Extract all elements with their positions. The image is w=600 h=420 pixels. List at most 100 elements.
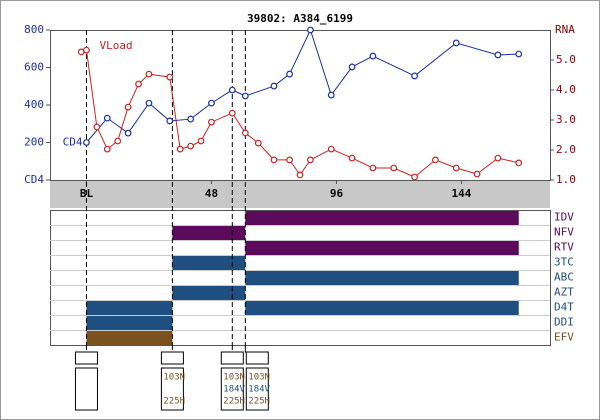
series-marker xyxy=(270,156,278,164)
y2-tick-label: 5.0 xyxy=(556,53,576,66)
series-marker xyxy=(166,117,174,125)
series-marker xyxy=(369,52,377,60)
y2-tick-label: 4.0 xyxy=(556,83,576,96)
genotype-tab xyxy=(74,351,98,365)
series-marker xyxy=(369,164,377,172)
series-marker xyxy=(432,156,439,164)
genotype-box xyxy=(74,367,98,411)
series-marker xyxy=(307,156,314,164)
series-marker xyxy=(145,99,153,107)
series-marker xyxy=(83,46,90,54)
drug-label: DDI xyxy=(554,316,574,329)
genotype-tab xyxy=(220,351,244,365)
series-marker xyxy=(241,92,249,100)
series-marker xyxy=(166,73,174,81)
mutation-label: 103N xyxy=(163,373,185,383)
x-tick-label: 48 xyxy=(205,187,218,200)
series-marker xyxy=(93,123,101,131)
series-marker xyxy=(83,139,90,146)
series-marker xyxy=(124,129,132,137)
y-tick-label: 400 xyxy=(24,98,44,111)
drug-bar xyxy=(245,301,519,315)
y2-tick-label: 1.0 xyxy=(556,173,576,186)
series-marker xyxy=(197,137,205,145)
series-marker xyxy=(452,39,460,47)
series-marker xyxy=(494,51,502,59)
series-marker xyxy=(254,139,262,147)
x-tick-label: 96 xyxy=(330,187,344,200)
drug-label: D4T xyxy=(554,301,574,314)
mutation-label: 225H xyxy=(248,397,270,407)
drug-bar xyxy=(86,331,173,345)
genotype-box xyxy=(220,367,244,411)
drug-label: NFV xyxy=(554,226,574,239)
series-marker xyxy=(473,170,481,178)
series-marker xyxy=(327,91,335,99)
series-marker xyxy=(452,164,460,172)
series-line xyxy=(81,49,519,178)
series-marker xyxy=(228,86,236,94)
mutation-label: 225H xyxy=(223,397,245,407)
y-tick-label: 600 xyxy=(24,61,44,74)
genotype-tab xyxy=(245,351,269,365)
x-axis-band xyxy=(50,180,550,208)
x-tick-label: 144 xyxy=(452,187,472,200)
series-marker xyxy=(208,118,215,126)
series-marker xyxy=(187,142,195,150)
genotype-box xyxy=(160,367,184,411)
series-marker xyxy=(348,154,356,162)
series-marker xyxy=(515,50,523,58)
drug-bar xyxy=(86,316,173,330)
series-marker xyxy=(176,145,184,153)
genotype-tab xyxy=(160,351,184,365)
drug-bar xyxy=(245,241,519,255)
series-marker xyxy=(241,129,249,137)
series-marker xyxy=(327,145,335,153)
drug-label: 3TC xyxy=(554,256,574,269)
chart-title: 39802: A384_6199 xyxy=(247,12,353,25)
series-marker xyxy=(270,82,278,90)
drug-bar xyxy=(86,301,173,315)
series-marker xyxy=(187,115,195,123)
series-marker xyxy=(411,173,418,181)
series-marker xyxy=(103,145,111,153)
series-marker xyxy=(390,164,398,172)
mutation-label: 184V xyxy=(248,385,270,395)
mutation-label: 184V xyxy=(223,385,245,395)
series-marker xyxy=(286,156,293,164)
series-marker xyxy=(208,99,215,107)
mutation-label: 225H xyxy=(163,397,185,407)
series-marker xyxy=(286,70,293,78)
y-tick-label: 200 xyxy=(24,136,44,149)
series-marker xyxy=(145,70,153,78)
series-marker xyxy=(494,154,502,162)
y-tick-label: CD4 xyxy=(24,173,44,186)
drug-bar xyxy=(172,286,246,300)
series-label: VLoad xyxy=(99,39,132,52)
series-marker xyxy=(228,109,236,117)
mutation-label: 103N xyxy=(223,373,245,383)
plot-frame xyxy=(50,30,551,181)
drug-label: ABC xyxy=(554,271,574,284)
y2-axis-label: RNA xyxy=(555,23,575,36)
drug-bar xyxy=(245,271,519,285)
series-marker xyxy=(307,26,314,34)
genotype-box xyxy=(245,367,269,411)
drug-label: AZT xyxy=(554,286,574,299)
drug-bar xyxy=(172,256,246,270)
series-marker xyxy=(124,103,132,111)
series-marker xyxy=(114,137,122,145)
drug-bar xyxy=(245,211,519,225)
y2-tick-label: 2.0 xyxy=(556,143,576,156)
series-label: CD4 xyxy=(63,136,83,149)
y2-tick-label: 3.0 xyxy=(556,113,576,126)
mutation-label: 103N xyxy=(248,373,270,383)
drug-frame xyxy=(50,210,551,346)
series-marker xyxy=(103,114,111,122)
drug-label: RTV xyxy=(554,241,574,254)
y-tick-label: 800 xyxy=(24,23,44,36)
drug-bar xyxy=(172,226,246,240)
drug-label: EFV xyxy=(554,331,574,344)
series-marker xyxy=(411,72,418,80)
